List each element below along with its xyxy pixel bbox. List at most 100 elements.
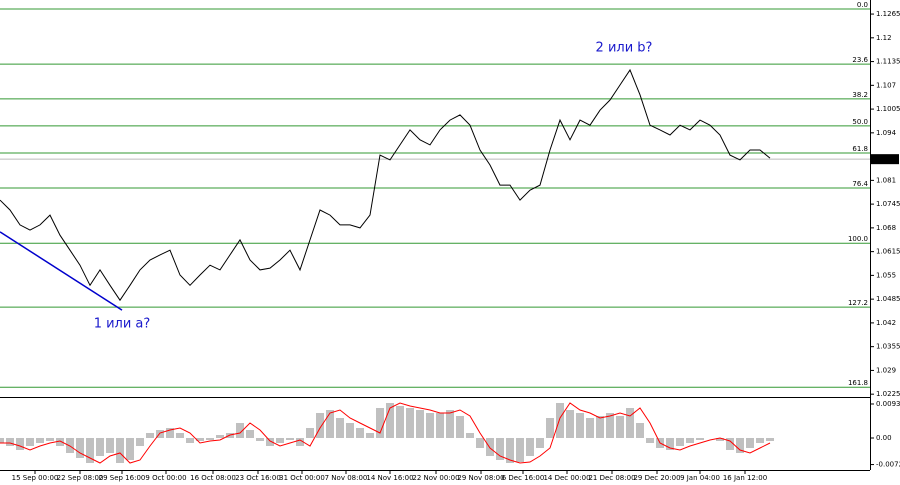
histogram-bar: [106, 437, 114, 453]
histogram-bar: [746, 437, 754, 448]
histogram-bar: [0, 437, 4, 443]
x-tick-label: 22 Sep 08:00: [57, 474, 104, 482]
y-tick-label: 0.00: [876, 434, 892, 442]
price-line: [0, 68, 771, 302]
histogram-bar: [276, 437, 284, 443]
trend-line: [0, 231, 123, 311]
histogram-bar: [86, 437, 94, 463]
histogram-bar: [736, 437, 744, 453]
histogram-bar: [16, 437, 24, 451]
y-tick-label: -0.00728: [876, 461, 900, 469]
x-tick-label: 31 Oct 00:00: [279, 474, 325, 482]
histogram-bar: [726, 437, 734, 451]
histogram-bar: [546, 417, 554, 438]
fib-label: 61.8: [852, 145, 868, 153]
histogram-bar: [536, 437, 544, 448]
histogram-bar: [406, 407, 414, 438]
signal-line: [0, 402, 771, 464]
histogram-bar: [716, 437, 724, 441]
x-tick-label: 7 Nov 08:00: [325, 474, 368, 482]
histogram-bar: [116, 437, 124, 463]
x-tick-label: 21 Dec 08:00: [588, 474, 635, 482]
histogram-bar: [646, 437, 654, 443]
histogram-bar: [126, 437, 134, 461]
histogram-bar: [56, 437, 64, 446]
x-tick-label: 15 Sep 00:00: [12, 474, 59, 482]
histogram-bar: [386, 402, 394, 438]
fib-label: 161.8: [848, 379, 868, 387]
fib-label: 23.6: [852, 56, 868, 64]
x-tick-label: 9 Jan 04:00: [680, 474, 720, 482]
y-tick-label: 1.055: [876, 271, 896, 279]
histogram-bar: [236, 422, 244, 438]
histogram-bar: [156, 430, 164, 438]
histogram-bar: [296, 437, 304, 446]
histogram-bar: [756, 437, 764, 443]
wave-annotation: 2 или b?: [596, 41, 653, 56]
histogram-bar: [516, 437, 524, 463]
histogram-bar: [96, 437, 104, 456]
histogram-bar: [206, 437, 214, 441]
y-tick-label: 1.12: [876, 34, 892, 42]
y-tick-label: 1.042: [876, 319, 896, 327]
y-tick-label: 1.1265: [876, 10, 900, 18]
fib-label: 76.4: [852, 180, 868, 188]
x-tick-label: 29 Nov 08:00: [457, 474, 504, 482]
x-tick-label: 16 Oct 08:00: [190, 474, 236, 482]
last-price-label: 1.0868: [874, 155, 899, 163]
x-tick-label: 23 Oct 16:00: [235, 474, 281, 482]
histogram-bar: [556, 402, 564, 438]
x-tick-label: 22 Nov 00:00: [412, 474, 459, 482]
histogram-bar: [456, 415, 464, 438]
histogram-bar: [376, 407, 384, 438]
histogram-bar: [636, 422, 644, 438]
x-tick-label: 14 Nov 16:00: [366, 474, 413, 482]
histogram-bar: [146, 432, 154, 438]
histogram-bar: [326, 410, 334, 438]
x-tick-label: 29 Dec 20:00: [633, 474, 680, 482]
y-tick-label: 1.0745: [876, 200, 900, 208]
fib-label: 38.2: [852, 91, 868, 99]
fib-label: 127.2: [848, 299, 868, 307]
histogram-bar: [436, 412, 444, 438]
fib-label: 50.0: [852, 118, 868, 126]
fib-label: 0.0: [857, 1, 868, 9]
histogram-bar: [396, 405, 404, 438]
histogram-bar: [336, 417, 344, 438]
y-tick-label: 1.0615: [876, 248, 900, 256]
y-tick-label: 1.107: [876, 81, 896, 89]
x-tick-label: 16 Jan 12:00: [723, 474, 767, 482]
histogram-bar: [616, 415, 624, 438]
y-tick-label: 0.00932: [876, 400, 900, 408]
histogram-bar: [76, 437, 84, 458]
histogram-bar: [476, 437, 484, 448]
histogram-bar: [416, 410, 424, 438]
fib-label: 100.0: [848, 235, 868, 243]
histogram-bar: [576, 412, 584, 438]
histogram-bar: [46, 437, 54, 441]
histogram-bar: [6, 437, 14, 446]
y-tick-label: 1.0225: [876, 390, 900, 398]
histogram-bar: [216, 435, 224, 438]
histogram-bar: [686, 437, 694, 443]
y-tick-label: 1.081: [876, 176, 896, 184]
histogram-bar: [26, 437, 34, 446]
histogram-bar: [696, 437, 704, 441]
x-tick-label: 6 Dec 16:00: [502, 474, 545, 482]
histogram-bar: [246, 430, 254, 438]
histogram-bar: [676, 437, 684, 446]
histogram-bar: [666, 437, 674, 451]
x-tick-label: 29 Sep 16:00: [99, 474, 146, 482]
y-tick-label: 1.0485: [876, 295, 900, 303]
histogram-bar: [606, 412, 614, 438]
histogram-bar: [186, 437, 194, 443]
histogram-bar: [426, 412, 434, 438]
histogram-bar: [286, 437, 294, 441]
histogram-bar: [766, 437, 774, 441]
y-tick-label: 1.0355: [876, 343, 900, 351]
histogram-bar: [596, 415, 604, 438]
histogram-bar: [506, 437, 514, 463]
y-tick-label: 1.094: [876, 129, 897, 137]
